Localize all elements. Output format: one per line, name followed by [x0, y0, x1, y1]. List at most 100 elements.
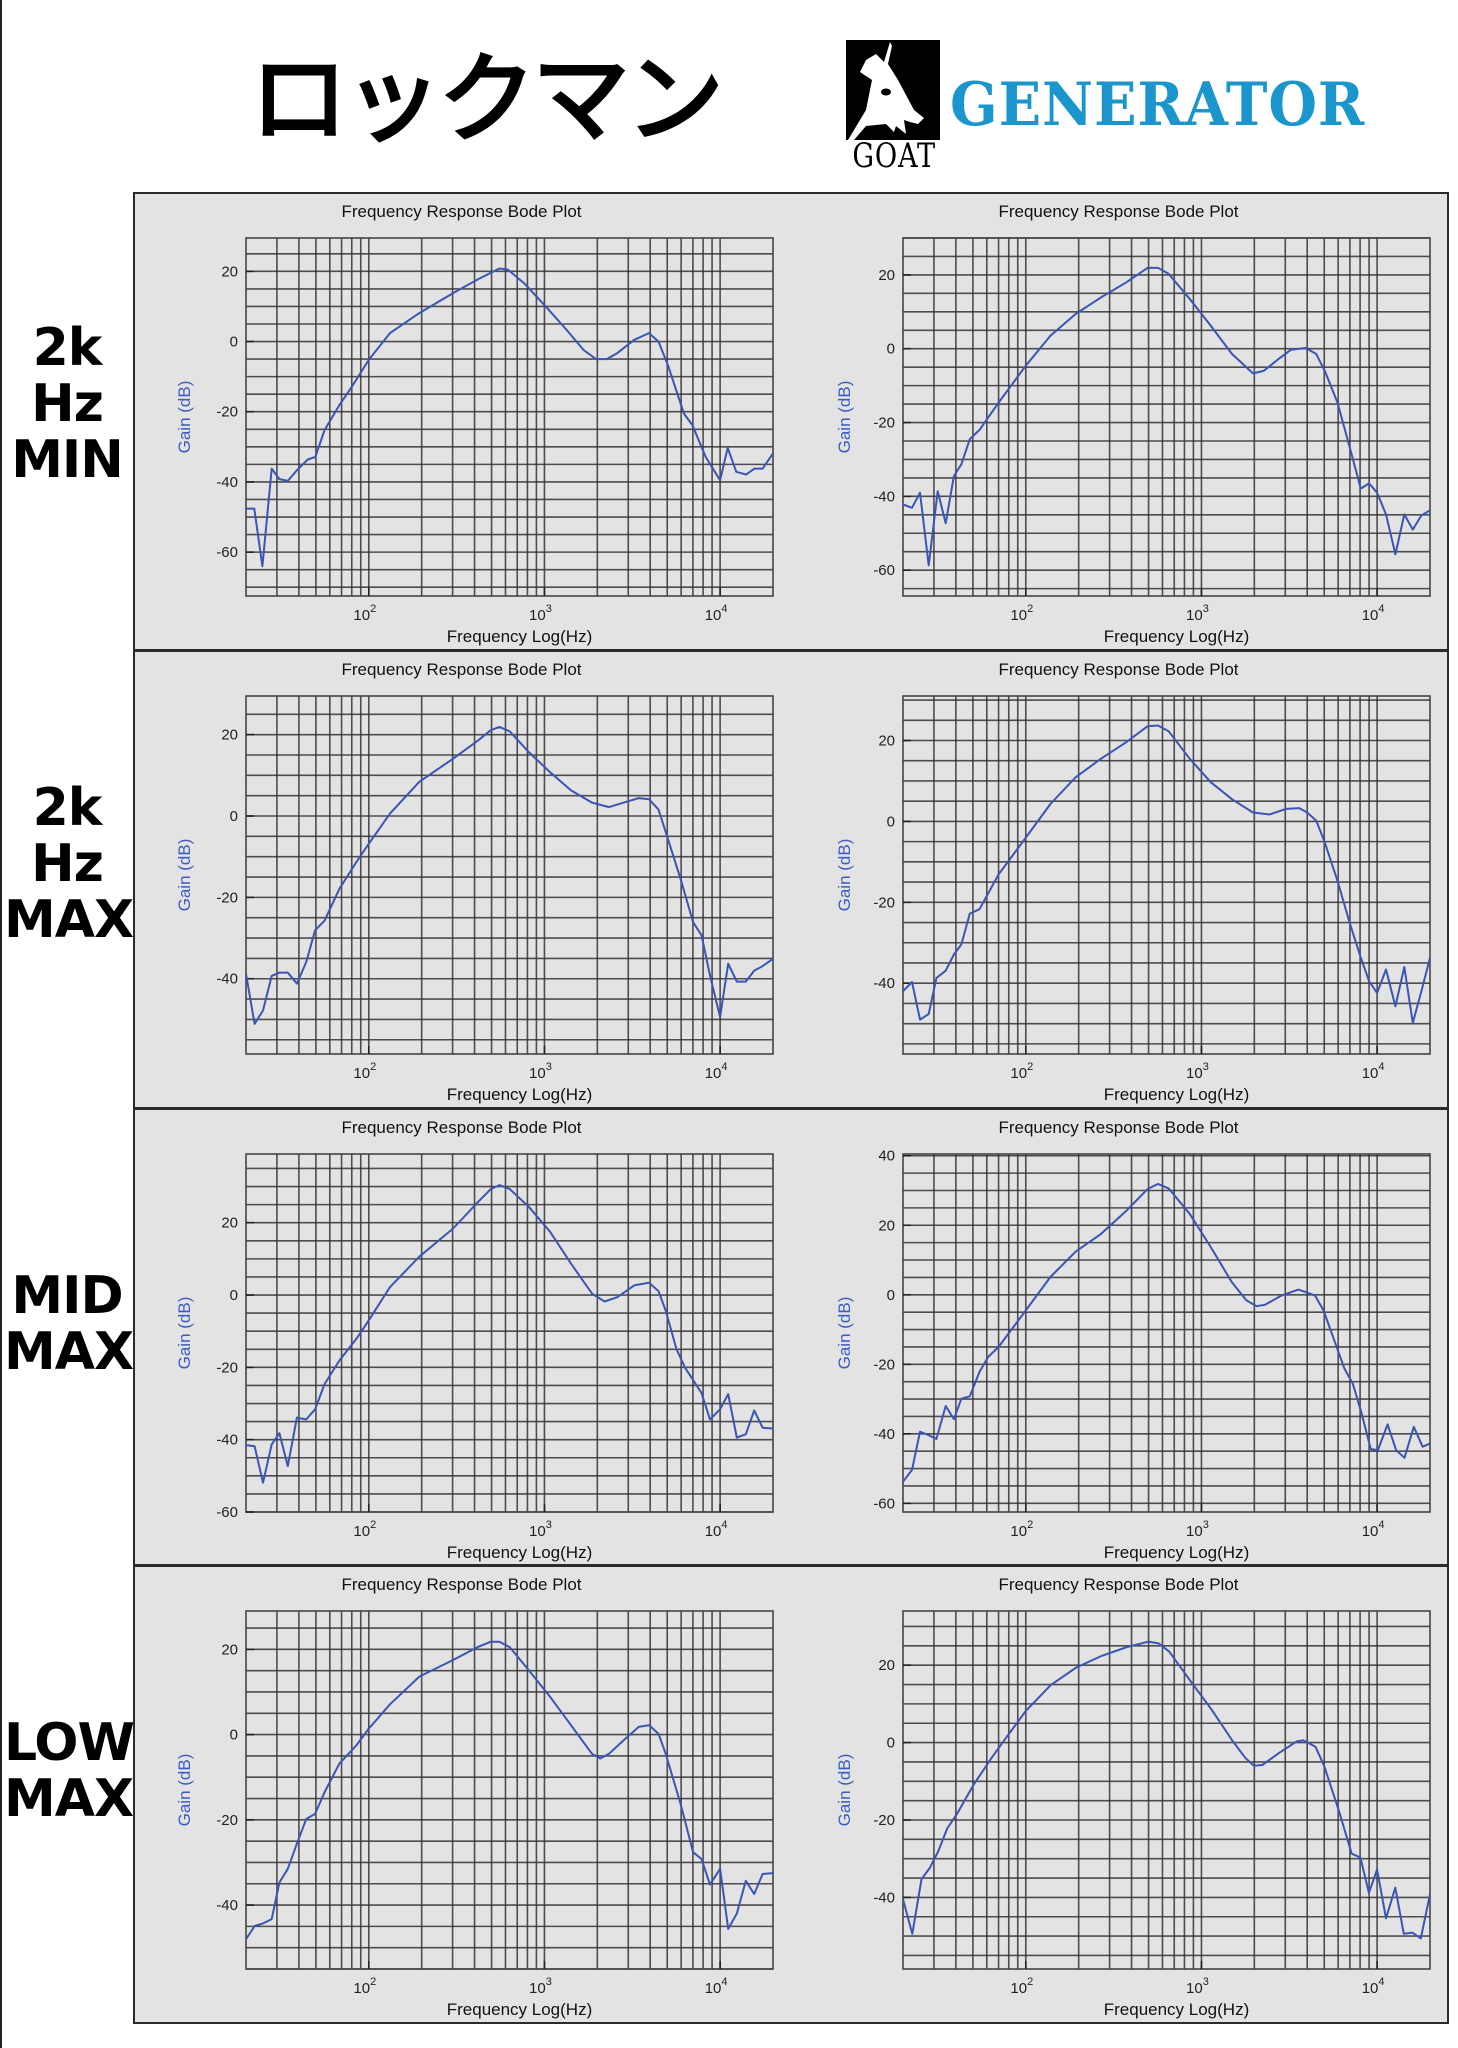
plot-svg: 20 0 -20 -40 -60 102 103 104 — [216, 1153, 774, 1540]
bode-chart-low-max-right: Frequency Response Bode Plot Frequency Lo… — [790, 1567, 1447, 2023]
x-tick-label: 103 — [1186, 1976, 1209, 1997]
plot-area — [903, 696, 1430, 1054]
x-tick-label: 102 — [353, 1519, 376, 1540]
plot-frame — [902, 695, 1431, 1055]
x-axis-label: Frequency Log(Hz) — [1103, 1085, 1250, 1104]
x-tick-label: 104 — [1362, 1061, 1385, 1082]
y-tick-label: -20 — [216, 1812, 238, 1829]
y-tick-label: -60 — [873, 562, 895, 579]
x-tick-label: 102 — [353, 1061, 376, 1082]
y-tick-label: 20 — [221, 1641, 238, 1658]
x-tick-label: 103 — [529, 1976, 552, 1997]
gain-curve — [903, 1182, 1430, 1483]
bode-chart-2khz-max-right: Frequency Response Bode Plot Frequency Lo… — [790, 652, 1447, 1108]
row-label-low-max: LOW MAX — [4, 1713, 135, 1829]
row-divider — [133, 1107, 1449, 1110]
x-tick-label: 104 — [1362, 1976, 1385, 1997]
y-tick-label: -40 — [216, 474, 238, 491]
y-tick-label: -60 — [873, 1495, 895, 1512]
x-axis-label: Frequency Log(Hz) — [1103, 2000, 1250, 2019]
y-tick-label: -20 — [216, 404, 238, 421]
plot-svg: 20 0 -20 -40 102 103 104 — [873, 695, 1431, 1082]
x-tick-label: 104 — [705, 1976, 728, 1997]
chart-title: Frequency Response Bode Plot — [341, 660, 582, 679]
y-tick-label: -20 — [216, 1359, 238, 1376]
y-tick-label: 0 — [230, 334, 238, 351]
plot-frame — [902, 237, 1431, 597]
y-tick-label: 20 — [221, 1215, 238, 1232]
chart-title: Frequency Response Bode Plot — [998, 660, 1239, 679]
plot-svg: 20 0 -20 -40 -60 102 103 104 — [873, 237, 1431, 624]
x-axis-label: Frequency Log(Hz) — [446, 1543, 593, 1562]
bode-chart-2khz-max-left: Frequency Response Bode Plot Frequency Lo… — [133, 652, 790, 1108]
x-tick-label: 102 — [1010, 1061, 1033, 1082]
page-left-border — [0, 0, 2, 2048]
y-tick-label: 20 — [221, 263, 238, 280]
y-tick-label: -40 — [216, 971, 238, 988]
chart-title: Frequency Response Bode Plot — [341, 1575, 582, 1594]
bode-chart-2khz-min-right: Frequency Response Bode Plot Frequency Lo… — [790, 194, 1447, 650]
x-axis-label: Frequency Log(Hz) — [446, 1085, 593, 1104]
plot-svg: 40 20 0 -20 -40 -60 102 103 104 — [873, 1148, 1431, 1540]
y-tick-label: 20 — [878, 1217, 895, 1234]
y-tick-label: -40 — [873, 975, 895, 992]
y-tick-label: 20 — [221, 727, 238, 744]
y-tick-label: -20 — [873, 1356, 895, 1373]
plot-svg: 20 0 -20 -40 102 103 104 — [873, 1610, 1431, 1997]
plot-frame — [902, 1610, 1431, 1970]
x-tick-label: 102 — [1010, 603, 1033, 624]
y-tick-label: 20 — [878, 1657, 895, 1674]
y-tick-label: 20 — [878, 267, 895, 284]
x-tick-label: 104 — [1362, 603, 1385, 624]
y-tick-label: -60 — [216, 544, 238, 561]
plot-area — [903, 1154, 1430, 1512]
plot-svg: 20 0 -20 -40 -60 102 103 104 — [216, 237, 774, 624]
chart-title: Frequency Response Bode Plot — [998, 1118, 1239, 1137]
plot-area — [903, 1611, 1430, 1969]
goat-head-icon — [848, 42, 924, 140]
gain-curve — [903, 724, 1430, 1024]
y-tick-label: 0 — [887, 813, 895, 830]
bode-chart-mid-max-left: Frequency Response Bode Plot Frequency Lo… — [133, 1110, 790, 1566]
gain-curve — [246, 1640, 773, 1940]
gain-curve — [903, 1640, 1430, 1940]
x-tick-label: 104 — [705, 1519, 728, 1540]
bode-chart-low-max-left: Frequency Response Bode Plot Frequency Lo… — [133, 1567, 790, 2023]
y-tick-label: -20 — [873, 415, 895, 432]
x-tick-label: 102 — [1010, 1976, 1033, 1997]
y-tick-label: -40 — [873, 1889, 895, 1906]
plot-area — [246, 238, 773, 596]
x-axis-label: Frequency Log(Hz) — [446, 627, 593, 646]
y-tick-label: 0 — [887, 1735, 895, 1752]
gain-curve — [246, 267, 773, 568]
x-axis-label: Frequency Log(Hz) — [446, 2000, 593, 2019]
x-tick-label: 102 — [1010, 1519, 1033, 1540]
plot-frame — [245, 695, 774, 1055]
y-tick-label: -40 — [216, 1432, 238, 1449]
y-tick-label: -40 — [216, 1897, 238, 1914]
chart-title: Frequency Response Bode Plot — [341, 202, 582, 221]
x-tick-label: 102 — [353, 1976, 376, 1997]
bode-chart-2khz-min-left: Frequency Response Bode Plot Frequency Lo… — [133, 194, 790, 650]
y-tick-label: -40 — [873, 488, 895, 505]
x-tick-label: 103 — [529, 1519, 552, 1540]
gain-curve — [903, 266, 1430, 567]
plot-area — [246, 1154, 773, 1512]
logo-generator-text: GENERATOR — [950, 70, 1366, 140]
row-divider — [133, 649, 1449, 652]
chart-title: Frequency Response Bode Plot — [998, 202, 1239, 221]
x-tick-label: 103 — [1186, 603, 1209, 624]
x-tick-label: 103 — [1186, 1519, 1209, 1540]
x-axis-label: Frequency Log(Hz) — [1103, 1543, 1250, 1562]
y-tick-label: 0 — [230, 808, 238, 825]
y-tick-label: -60 — [216, 1504, 238, 1521]
y-tick-label: -20 — [873, 894, 895, 911]
y-tick-label: 0 — [887, 341, 895, 358]
y-tick-label: 20 — [878, 732, 895, 749]
x-tick-label: 103 — [1186, 1061, 1209, 1082]
row-label-2khz-max: 2k Hz MAX — [4, 778, 134, 950]
x-tick-label: 104 — [705, 603, 728, 624]
plot-frame — [245, 1610, 774, 1970]
bode-chart-mid-max-right: Frequency Response Bode Plot Frequency Lo… — [790, 1110, 1447, 1566]
y-tick-label: 0 — [230, 1727, 238, 1744]
